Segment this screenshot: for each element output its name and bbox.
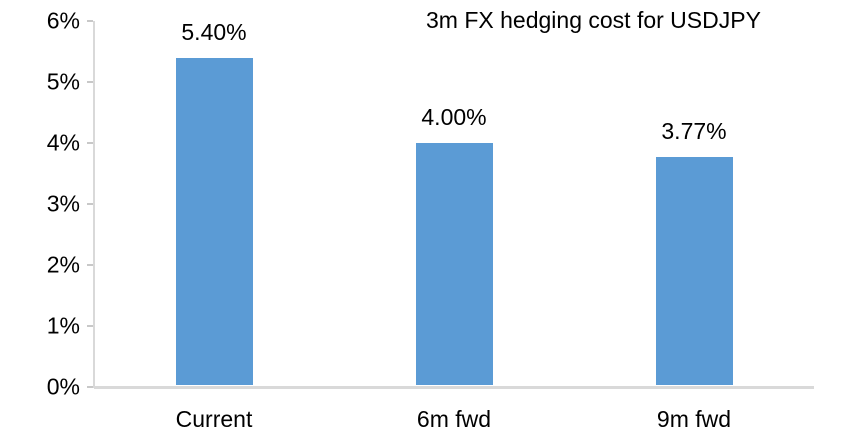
y-tick-mark	[87, 141, 93, 144]
y-tick-label: 2%	[46, 251, 80, 278]
bar-6m-fwd	[415, 142, 493, 386]
y-tick-label: 4%	[46, 129, 80, 156]
x-category-label: 9m fwd	[656, 406, 732, 432]
y-tick-mark	[87, 324, 93, 327]
y-tick-label: 6%	[46, 7, 80, 34]
x-category-label: 6m fwd	[416, 406, 492, 432]
bar-current	[175, 57, 253, 386]
x-category-label: Current	[175, 406, 253, 432]
bar-value-label: 5.40%	[181, 18, 247, 45]
y-tick-mark	[87, 385, 93, 388]
bar-value-label: 3.77%	[661, 117, 727, 144]
y-tick-mark	[87, 263, 93, 266]
y-tick-mark	[87, 20, 93, 22]
y-axis-line	[92, 21, 95, 388]
bar-9m-fwd	[655, 156, 733, 386]
y-tick-mark	[87, 202, 93, 205]
y-tick-mark	[87, 80, 93, 83]
y-tick-label: 3%	[46, 190, 80, 217]
y-tick-label: 0%	[46, 373, 80, 399]
y-tick-label: 1%	[46, 312, 80, 339]
chart-title: 3m FX hedging cost for USDJPY	[426, 7, 761, 33]
bar-value-label: 4.00%	[421, 103, 487, 130]
y-tick-label: 5%	[46, 68, 80, 95]
x-axis-line	[94, 385, 814, 389]
